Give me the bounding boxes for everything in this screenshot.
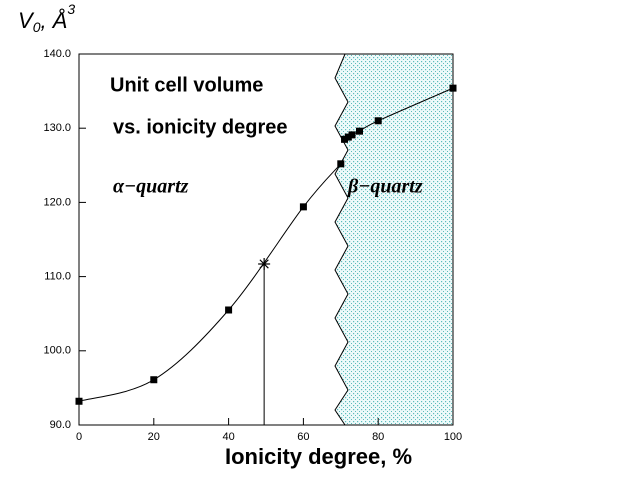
x-tick-label: 20 (148, 431, 160, 443)
data-point (356, 127, 363, 135)
plot-frame (78, 53, 454, 426)
data-point (225, 306, 233, 314)
data-point (75, 397, 83, 405)
y-tick-label: 140.0 (43, 48, 71, 60)
series-line (78, 163, 342, 402)
beta-region (334, 53, 454, 426)
data-point (348, 131, 356, 139)
series-label: β−quartz (347, 176, 423, 198)
data-point (449, 84, 457, 92)
data-point (341, 135, 349, 143)
data-point (344, 133, 352, 141)
y-tick-label: 100.0 (43, 345, 71, 357)
y-tick-label: 110.0 (44, 271, 71, 283)
chart-subtitle: vs. ionicity degree (113, 116, 288, 138)
marker-star (258, 257, 271, 270)
x-axis-label: Ionicity degree, % (225, 444, 412, 469)
star-stroke (259, 259, 269, 269)
data-point (337, 160, 345, 168)
y-axis-label: V0, Å3 (18, 1, 75, 35)
y-tick-label: 90.0 (50, 419, 71, 431)
y-label-main: V (18, 8, 35, 33)
x-tick-label: 60 (297, 431, 309, 443)
x-tick-label: 40 (222, 431, 234, 443)
y-tick-label: 130.0 (43, 122, 71, 134)
data-point (150, 376, 158, 384)
series-label: α−quartz (113, 176, 189, 198)
chart-title: Unit cell volume (110, 74, 263, 96)
x-tick-label: 0 (76, 431, 82, 443)
y-label-sub: 0 (33, 19, 41, 35)
data-point (374, 117, 382, 125)
data-point (299, 203, 307, 211)
x-tick-label: 100 (444, 431, 462, 443)
y-label-sup: 3 (67, 1, 75, 17)
y-tick-label: 120.0 (43, 196, 71, 208)
x-tick-label: 80 (372, 431, 384, 443)
y-label-rest: , Å (40, 8, 67, 33)
